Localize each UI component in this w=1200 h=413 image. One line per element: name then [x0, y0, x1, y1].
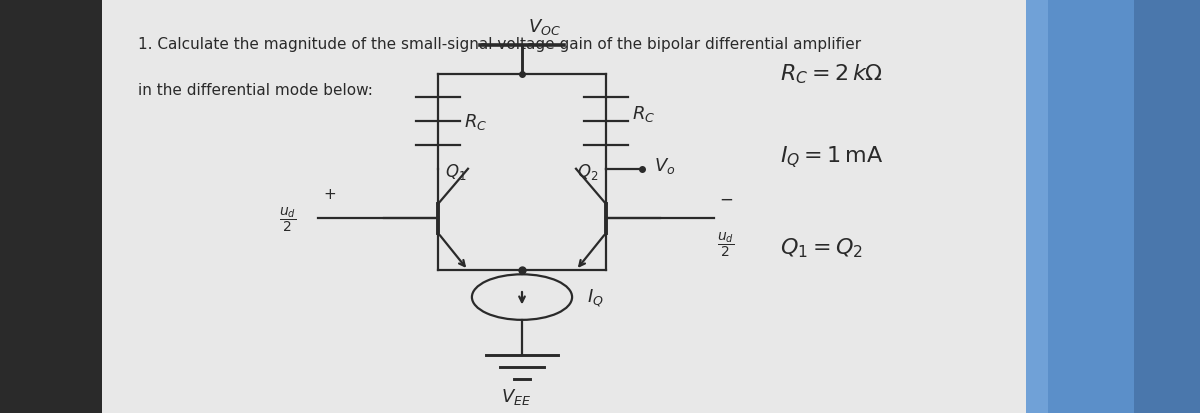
Text: $\dfrac{u_d}{2}$: $\dfrac{u_d}{2}$ [718, 229, 734, 258]
Text: $I_Q = 1\,\mathrm{mA}$: $I_Q = 1\,\mathrm{mA}$ [780, 144, 883, 170]
Bar [1134, 0, 1200, 413]
Bar [1026, 0, 1048, 413]
Text: $V_o$: $V_o$ [654, 155, 676, 175]
Text: $+$: $+$ [324, 187, 336, 202]
Text: $-$: $-$ [719, 189, 733, 207]
Text: $Q_1 = Q_2$: $Q_1 = Q_2$ [780, 236, 863, 260]
Text: $R_C = 2\,k\Omega$: $R_C = 2\,k\Omega$ [780, 62, 883, 86]
Text: $\dfrac{u_d}{2}$: $\dfrac{u_d}{2}$ [280, 204, 296, 233]
Text: $R_C$: $R_C$ [464, 112, 487, 132]
Bar [0, 0, 102, 413]
Text: $I_Q$: $I_Q$ [587, 287, 604, 308]
Text: $V_{EE}$: $V_{EE}$ [500, 386, 532, 406]
Text: $V_{OC}$: $V_{OC}$ [528, 17, 560, 37]
Text: in the differential mode below:: in the differential mode below: [138, 83, 373, 97]
Bar [1026, 0, 1200, 413]
Text: $Q_2$: $Q_2$ [577, 162, 599, 182]
Text: $R_C$: $R_C$ [632, 104, 655, 123]
Text: 1. Calculate the magnitude of the small-signal voltage gain of the bipolar diffe: 1. Calculate the magnitude of the small-… [138, 37, 862, 52]
Text: $Q_1$: $Q_1$ [445, 162, 467, 182]
